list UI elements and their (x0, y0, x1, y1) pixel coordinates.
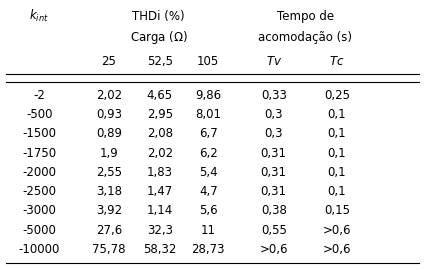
Text: Carga ($\Omega$): Carga ($\Omega$) (130, 29, 187, 46)
Text: -3000: -3000 (23, 204, 57, 217)
Text: 0,1: 0,1 (328, 127, 346, 140)
Text: 0,3: 0,3 (264, 108, 283, 121)
Text: -2500: -2500 (23, 185, 57, 198)
Text: 105: 105 (197, 55, 219, 68)
Text: -10000: -10000 (19, 243, 60, 256)
Text: -1500: -1500 (23, 127, 57, 140)
Text: 11: 11 (201, 224, 216, 237)
Text: THDi (%): THDi (%) (132, 10, 185, 23)
Text: 0,1: 0,1 (328, 147, 346, 160)
Text: 0,55: 0,55 (261, 224, 286, 237)
Text: 2,08: 2,08 (147, 127, 173, 140)
Text: >0,6: >0,6 (323, 243, 351, 256)
Text: 58,32: 58,32 (143, 243, 176, 256)
Text: 2,95: 2,95 (147, 108, 173, 121)
Text: -1750: -1750 (23, 147, 57, 160)
Text: 52,5: 52,5 (147, 55, 173, 68)
Text: 5,6: 5,6 (199, 204, 218, 217)
Text: $k_{int}$: $k_{int}$ (29, 8, 49, 24)
Text: $Tc$: $Tc$ (329, 55, 345, 68)
Text: 4,65: 4,65 (147, 89, 173, 102)
Text: -500: -500 (26, 108, 53, 121)
Text: $Tv$: $Tv$ (266, 55, 282, 68)
Text: 25: 25 (102, 55, 116, 68)
Text: Tempo de: Tempo de (277, 10, 334, 23)
Text: 1,9: 1,9 (100, 147, 119, 160)
Text: -2: -2 (34, 89, 45, 102)
Text: 3,92: 3,92 (96, 204, 122, 217)
Text: 3,18: 3,18 (96, 185, 122, 198)
Text: 0,31: 0,31 (261, 185, 287, 198)
Text: >0,6: >0,6 (260, 243, 288, 256)
Text: 27,6: 27,6 (96, 224, 122, 237)
Text: 32,3: 32,3 (147, 224, 173, 237)
Text: 1,47: 1,47 (147, 185, 173, 198)
Text: 2,02: 2,02 (96, 89, 122, 102)
Text: 0,31: 0,31 (261, 166, 287, 179)
Text: 0,38: 0,38 (261, 204, 286, 217)
Text: 0,25: 0,25 (324, 89, 350, 102)
Text: >0,6: >0,6 (323, 224, 351, 237)
Text: -2000: -2000 (23, 166, 57, 179)
Text: 0,31: 0,31 (261, 147, 287, 160)
Text: 5,4: 5,4 (199, 166, 218, 179)
Text: 0,1: 0,1 (328, 108, 346, 121)
Text: 0,89: 0,89 (96, 127, 122, 140)
Text: 9,86: 9,86 (195, 89, 221, 102)
Text: 0,1: 0,1 (328, 166, 346, 179)
Text: 1,14: 1,14 (147, 204, 173, 217)
Text: 0,15: 0,15 (324, 204, 350, 217)
Text: 0,93: 0,93 (96, 108, 122, 121)
Text: 4,7: 4,7 (199, 185, 218, 198)
Text: acomodação (s): acomodação (s) (258, 31, 352, 44)
Text: 0,3: 0,3 (264, 127, 283, 140)
Text: 6,2: 6,2 (199, 147, 218, 160)
Text: 1,83: 1,83 (147, 166, 173, 179)
Text: 75,78: 75,78 (92, 243, 126, 256)
Text: 28,73: 28,73 (192, 243, 225, 256)
Text: 0,33: 0,33 (261, 89, 286, 102)
Text: 2,02: 2,02 (147, 147, 173, 160)
Text: 6,7: 6,7 (199, 127, 218, 140)
Text: 8,01: 8,01 (195, 108, 221, 121)
Text: 0,1: 0,1 (328, 185, 346, 198)
Text: 2,55: 2,55 (96, 166, 122, 179)
Text: -5000: -5000 (23, 224, 57, 237)
